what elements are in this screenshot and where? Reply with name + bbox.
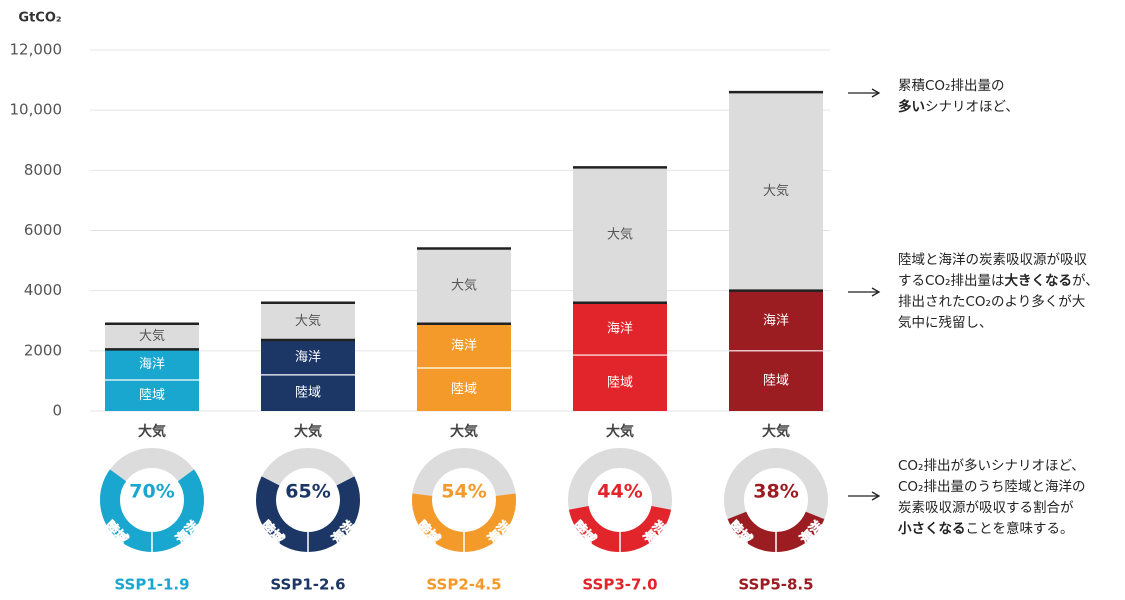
annotation-run: 炭素吸収源が吸収する割合が	[898, 499, 1074, 516]
annotation-line: 小さくなることを意味する。	[898, 520, 1074, 537]
y-tick-label: 0	[52, 402, 62, 420]
segment-label: 大気	[763, 183, 789, 199]
annotation-line: 累積CO₂排出量の	[898, 78, 1004, 94]
annotation-run: CO₂排出量のうち陸域と海洋の	[898, 479, 1085, 495]
donut-value: 54%	[441, 481, 486, 503]
segment-label: 海洋	[451, 338, 477, 353]
category-label: SSP3-7.0	[582, 576, 657, 594]
category-label: SSP1-1.9	[114, 576, 189, 594]
y-tick-label: 12,000	[10, 41, 63, 59]
arrow-head	[871, 491, 881, 501]
y-tick-label: 10,000	[10, 101, 63, 119]
annotation-line: するCO₂排出量は大きくなるが、	[898, 272, 1099, 289]
y-axis-label: GtCO₂	[18, 11, 61, 26]
annotation-run: するCO₂排出量は	[898, 273, 1004, 289]
bar-segment	[573, 302, 667, 356]
annotation-run: 陸域と海洋の炭素吸収源が吸収	[898, 252, 1087, 268]
segment-label: 海洋	[763, 313, 789, 328]
donut-top-label: 大気	[294, 423, 322, 440]
bar-segment	[729, 92, 823, 291]
y-tick-label: 4000	[24, 281, 62, 299]
arrow-head	[871, 88, 881, 98]
donut-value: 70%	[129, 481, 174, 503]
annotation-run: 小さくなる	[898, 521, 966, 537]
bar-segment	[417, 367, 511, 411]
annotation-run: シナリオほど、	[925, 99, 1019, 115]
category-label: SSP1-2.6	[270, 576, 345, 594]
annotation-line: 炭素吸収源が吸収する割合が	[898, 499, 1074, 516]
y-tick-label: 6000	[24, 221, 62, 239]
donut-value: 38%	[753, 481, 798, 503]
bar-segment	[729, 290, 823, 351]
annotation-run: CO₂排出が多いシナリオほど、	[898, 457, 1085, 474]
segment-label: 陸域	[763, 372, 789, 388]
donut-top-label: 大気	[762, 423, 790, 440]
annotation-run: 多い	[898, 98, 925, 115]
segment-label: 大気	[451, 278, 477, 294]
annotation-run: 排出されたCO₂のより多くが大	[898, 293, 1085, 310]
arrow-head	[871, 287, 881, 297]
bar-segment	[573, 355, 667, 411]
segment-label: 海洋	[139, 357, 165, 372]
annotation-run: 大きくなる	[1004, 272, 1072, 289]
annotation-line: 排出されたCO₂のより多くが大	[898, 293, 1085, 310]
bar-segment	[729, 350, 823, 411]
annotation-line: 多いシナリオほど、	[898, 98, 1019, 115]
bar-segment	[417, 323, 511, 368]
segment-label: 陸域	[451, 381, 477, 397]
annotation-run: が、	[1072, 273, 1099, 289]
donut-value: 44%	[597, 481, 642, 503]
annotation-run: 気中に残留し、	[898, 315, 993, 331]
bar-segment	[573, 167, 667, 303]
annotation-run: ことを意味する。	[966, 520, 1074, 537]
category-label: SSP5-8.5	[738, 576, 813, 594]
annotation-line: CO₂排出が多いシナリオほど、	[898, 457, 1085, 474]
annotation-run: 累積CO₂排出量の	[898, 78, 1004, 94]
bar-segment	[261, 302, 355, 341]
segment-label: 大気	[139, 328, 165, 344]
bar-segment	[261, 374, 355, 411]
bar-segment	[105, 323, 199, 350]
annotation-line: CO₂排出量のうち陸域と海洋の	[898, 479, 1085, 495]
annotation-line: 陸域と海洋の炭素吸収源が吸収	[898, 252, 1087, 268]
donut-top-label: 大気	[138, 423, 166, 440]
y-tick-label: 2000	[24, 341, 62, 359]
y-tick-label: 8000	[24, 161, 62, 179]
segment-label: 大気	[295, 313, 321, 329]
donut-value: 65%	[285, 481, 330, 503]
segment-label: 陸域	[607, 375, 633, 391]
annotation-line: 気中に残留し、	[898, 315, 993, 331]
bar-segment	[261, 340, 355, 375]
category-label: SSP2-4.5	[426, 576, 501, 594]
segment-label: 陸域	[139, 387, 165, 403]
segment-label: 陸域	[295, 384, 321, 400]
bar-segment	[105, 380, 199, 411]
bar-segment	[417, 248, 511, 324]
donut-top-label: 大気	[606, 423, 634, 440]
segment-label: 大気	[607, 227, 633, 243]
segment-label: 海洋	[607, 321, 633, 336]
donut-top-label: 大気	[450, 423, 478, 440]
bar-segment	[105, 349, 199, 381]
segment-label: 海洋	[295, 350, 321, 365]
